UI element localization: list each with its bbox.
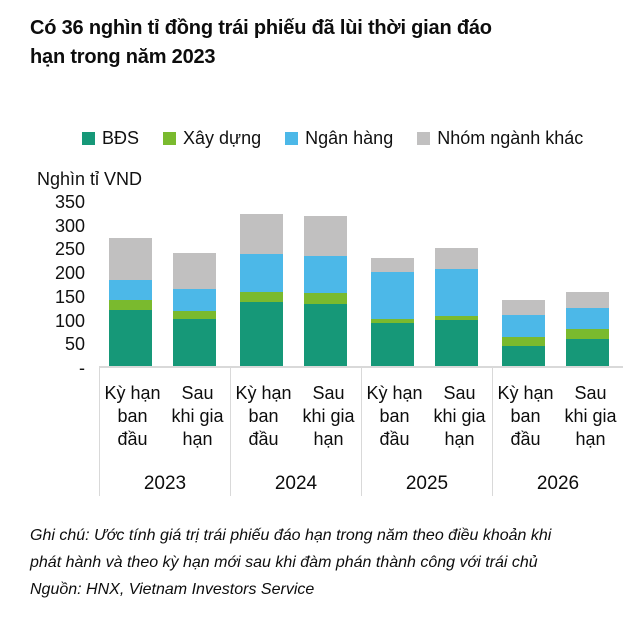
bar-segment-khac (435, 248, 478, 269)
bar-segment-khac (240, 214, 283, 255)
y-axis: 350 300 250 200 150 100 50 - (0, 192, 99, 378)
bar-sublabel: Sau khi gia hạn (302, 383, 355, 450)
footnote-block: Ghi chú: Ước tính giá trị trái phiếu đáo… (0, 496, 640, 604)
x-group-2026: Kỳ hạn ban đầu Sau khi gia hạn 2026 (492, 368, 623, 496)
legend-item-bds: BĐS (82, 128, 139, 149)
x-group-2025: Kỳ hạn ban đầu Sau khi gia hạn 2025 (361, 368, 492, 496)
bar (435, 248, 478, 366)
y-tick-label: 300 (54, 215, 85, 236)
bar-segment-bds (109, 310, 152, 366)
year-label: 2025 (405, 473, 449, 495)
bar-segment-xay-dung (502, 337, 545, 347)
bar-sublabel: Kỳ hạn ban đầu (235, 383, 292, 450)
bar-segment-khac (502, 299, 545, 315)
year-label: 2026 (536, 473, 580, 495)
bar-segment-ngan-hang (435, 268, 478, 316)
bar-group-2024 (230, 202, 361, 366)
bar-group-2025 (361, 202, 492, 366)
y-tick-label: 200 (54, 263, 85, 284)
bar-sublabel: Kỳ hạn ban đầu (497, 383, 554, 450)
bar (371, 258, 414, 366)
x-axis: Kỳ hạn ban đầu Sau khi gia hạn 2023 Kỳ h… (99, 368, 623, 496)
bar-sublabel: Kỳ hạn ban đầu (366, 383, 423, 450)
bar-segment-khac (304, 215, 347, 256)
legend-item-ngan-hang: Ngân hàng (285, 128, 393, 149)
bar-segment-bds (173, 319, 216, 366)
year-label: 2023 (143, 473, 187, 495)
bar-segment-bds (371, 323, 414, 366)
bar (566, 291, 609, 366)
legend-label-xay-dung: Xây dựng (183, 128, 262, 148)
bar-segment-xay-dung (566, 329, 609, 340)
bar-segment-ngan-hang (502, 314, 545, 338)
bar (240, 214, 283, 366)
bar-segment-ngan-hang (240, 254, 283, 292)
bar-segment-ngan-hang (371, 272, 414, 320)
bar-segment-xay-dung (371, 319, 414, 324)
bar-segment-xay-dung (173, 311, 216, 320)
bar-segment-bds (304, 303, 347, 366)
legend-swatch-bds-icon (82, 132, 95, 145)
bar-segment-ngan-hang (304, 256, 347, 294)
chart-body: 350 300 250 200 150 100 50 - (0, 192, 640, 378)
y-tick-label: 250 (54, 239, 85, 260)
legend-swatch-ngan-hang-icon (285, 132, 299, 145)
source-note: Nguồn: HNX, Vietnam Investors Service (30, 581, 315, 599)
bar-sublabel: Sau khi gia hạn (564, 383, 617, 450)
y-tick-label: 350 (54, 192, 85, 212)
bar-segment-xay-dung (240, 291, 283, 303)
bar-segment-xay-dung (109, 299, 152, 311)
bar-segment-khac (173, 253, 216, 290)
bar-segment-khac (566, 291, 609, 309)
bar-sublabel: Kỳ hạn ban đầu (104, 383, 161, 450)
legend-label-bds: BĐS (102, 128, 140, 148)
bar-sublabel: Sau khi gia hạn (433, 383, 486, 450)
y-tick-label: 150 (54, 286, 85, 307)
legend: BĐS Xây dựng Ngân hàng Nhóm ngành khác (82, 128, 640, 149)
plot-area (99, 202, 623, 368)
footnote: Ghi chú: Ước tính giá trị trái phiếu đáo… (30, 527, 552, 572)
legend-item-khac: Nhóm ngành khác (417, 128, 583, 149)
bar-segment-xay-dung (304, 293, 347, 304)
bar-segment-bds (240, 302, 283, 366)
y-tick-label: - (79, 358, 85, 378)
bar-segment-ngan-hang (566, 308, 609, 330)
year-label: 2024 (274, 473, 318, 495)
bar-segment-bds (566, 339, 609, 366)
legend-label-ngan-hang: Ngân hàng (305, 128, 394, 148)
y-tick-label: 100 (54, 310, 85, 331)
bar-segment-bds (502, 346, 545, 366)
bar-segment-bds (435, 320, 478, 366)
bar-group-2026 (492, 202, 623, 366)
y-axis-unit-label: Nghìn tỉ VND (37, 169, 143, 189)
x-group-2024: Kỳ hạn ban đầu Sau khi gia hạn 2024 (230, 368, 361, 496)
x-group-2023: Kỳ hạn ban đầu Sau khi gia hạn 2023 (99, 368, 230, 496)
page-title: Có 36 nghìn tỉ đồng trái phiếu đã lùi th… (30, 17, 492, 68)
bar-segment-khac (109, 237, 152, 280)
bar-segment-ngan-hang (173, 289, 216, 312)
bar-segment-xay-dung (435, 315, 478, 321)
bar (109, 237, 152, 366)
bar-group-2023 (99, 202, 230, 366)
legend-item-xay-dung: Xây dựng (163, 128, 261, 149)
bar-sublabel: Sau khi gia hạn (171, 383, 224, 450)
legend-label-khac: Nhóm ngành khác (437, 128, 584, 148)
bar (173, 253, 216, 366)
legend-swatch-khac-icon (417, 132, 431, 145)
bar (304, 215, 347, 366)
y-tick-label: 50 (64, 334, 85, 355)
legend-swatch-xay-dung-icon (163, 132, 177, 145)
bar-segment-ngan-hang (109, 279, 152, 300)
bar-segment-khac (371, 258, 414, 273)
bar (502, 299, 545, 366)
